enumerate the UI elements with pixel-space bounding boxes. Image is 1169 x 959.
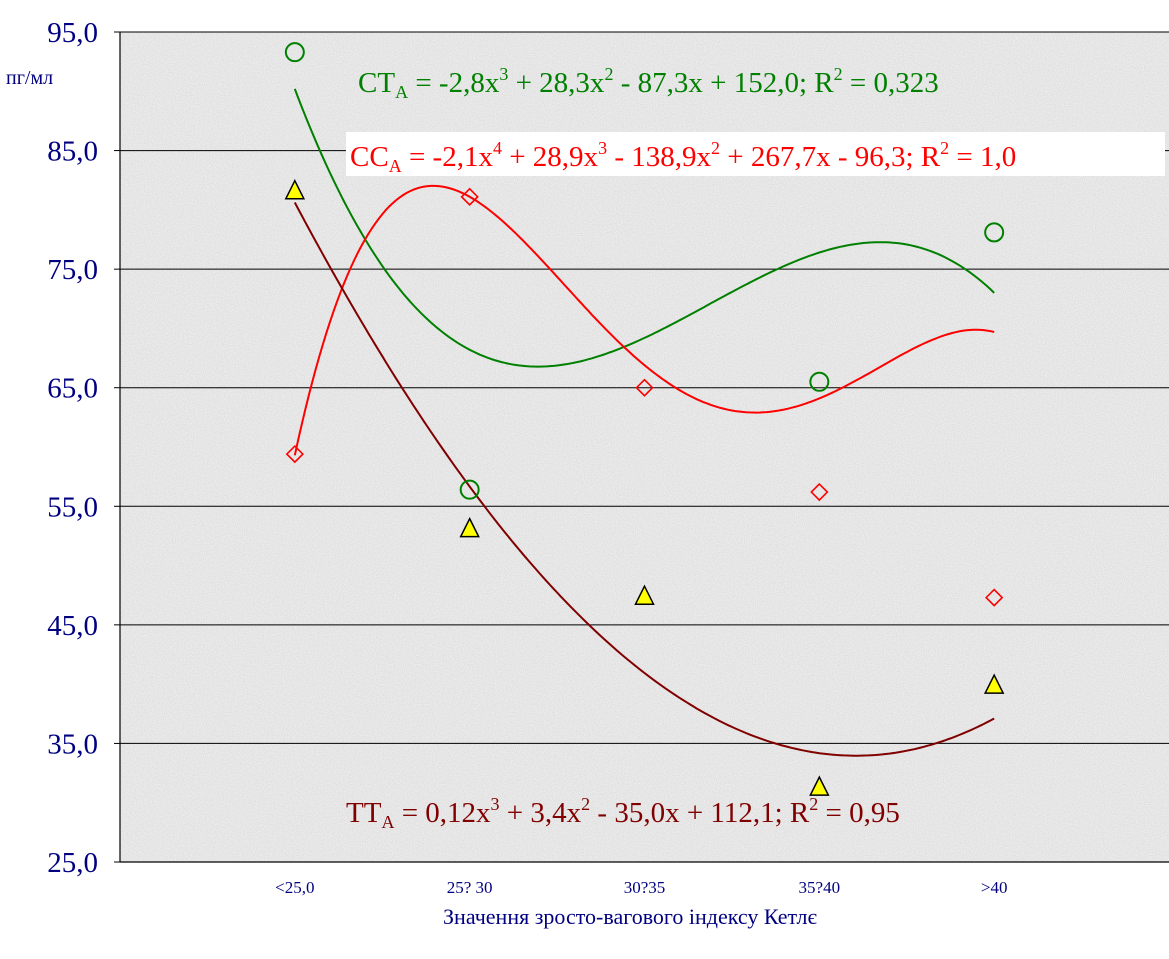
tt-point xyxy=(459,516,480,538)
tt-eq-part: - 35,0x + 112,1; R xyxy=(590,797,810,829)
tt-eq: TTA​ = 0,12x3​ + 3,4x2​ - 35,0x + 112,1;… xyxy=(346,794,900,832)
tt-point xyxy=(284,179,306,200)
ct-eq-part: 3 xyxy=(499,64,508,84)
cc-eq-part: 4 xyxy=(493,138,502,158)
y-tick-label: 95,0 xyxy=(47,17,98,49)
tt-trend-line xyxy=(293,202,995,757)
tt-eq-part: 3 xyxy=(491,794,500,814)
x-tick-label: 30?35 xyxy=(624,878,666,897)
ct-point xyxy=(809,371,830,392)
tt-point xyxy=(634,584,655,605)
ct-eq-part: 2 xyxy=(834,64,843,84)
y-tick-label: 35,0 xyxy=(47,728,98,760)
cc-eq-part: = -2,1x xyxy=(402,141,494,173)
x-tick-label: 35?40 xyxy=(799,878,841,897)
ct-eq-part: = -2,8x xyxy=(408,67,500,99)
ct-trend-line xyxy=(293,88,995,368)
ct-point xyxy=(984,222,1005,243)
cc-point xyxy=(985,588,1004,607)
tt-eq-part: = 0,95 xyxy=(818,797,900,829)
cc-trend-line xyxy=(293,184,995,456)
equation-annotations: CTA​ = -2,8x3​ + 28,3x2​ - 87,3x + 152,0… xyxy=(346,64,1165,832)
y-tick-label: 65,0 xyxy=(47,373,98,405)
ct-eq-part: A xyxy=(395,82,408,102)
axes xyxy=(114,31,1169,863)
cc-eq-part: CC xyxy=(350,141,389,173)
trend-lines xyxy=(293,88,995,757)
cc-eq-part: + 267,7x - 96,3; R xyxy=(720,141,941,173)
grid-lines xyxy=(120,31,1169,744)
cc-point xyxy=(460,187,479,206)
x-axis-label: Значення зросто-вагового індексу Кетлє xyxy=(443,904,817,929)
cc-eq-part: 2 xyxy=(711,138,720,158)
ct-eq-part: 2 xyxy=(604,64,613,84)
tt-eq-part: A xyxy=(381,812,394,832)
ct-eq-part: + 28,3x xyxy=(508,67,605,99)
tt-eq-part: TT xyxy=(346,797,382,829)
tt-eq-part: + 3,4x xyxy=(500,797,582,829)
ct-eq-part: CT xyxy=(358,67,395,99)
tt-eq-part: = 0,12x xyxy=(394,797,491,829)
y-unit-label: пг/мл xyxy=(6,67,53,89)
x-tick-labels: <25,0 25? 30 30?35 35?40 >40 xyxy=(275,878,1007,897)
y-tick-label: 75,0 xyxy=(47,254,98,286)
cc-eq: CCA​ = -2,1x4​ + 28,9x3​ - 138,9x2​ + 26… xyxy=(350,138,1016,176)
tt-point xyxy=(809,775,830,796)
ct-eq-part: - 87,3x + 152,0; R xyxy=(613,67,834,99)
tt-point xyxy=(983,673,1005,694)
cc-point xyxy=(635,378,654,397)
tt-eq-part: 2 xyxy=(809,794,818,814)
cc-point xyxy=(285,444,304,464)
ct-point xyxy=(459,479,480,500)
ct-eq: CTA​ = -2,8x3​ + 28,3x2​ - 87,3x + 152,0… xyxy=(358,64,939,102)
cc-eq-part: 2 xyxy=(940,138,949,158)
tt-eq-part: 2 xyxy=(581,794,590,814)
y-tick-label: 45,0 xyxy=(47,610,98,642)
x-tick-label: >40 xyxy=(981,878,1008,897)
cc-point xyxy=(810,482,829,502)
ct-eq-part: = 0,323 xyxy=(843,67,939,99)
cc-eq-background xyxy=(346,132,1165,176)
cc-eq-part: A xyxy=(389,156,402,176)
x-tick-label: <25,0 xyxy=(275,878,314,897)
y-tick-label: 25,0 xyxy=(47,847,98,879)
cc-eq-part: - 138,9x xyxy=(607,141,711,173)
y-tick-label: 55,0 xyxy=(47,491,98,523)
ct-point xyxy=(284,42,305,63)
cc-eq-part: + 28,9x xyxy=(502,141,599,173)
cc-eq-part: = 1,0 xyxy=(949,141,1016,173)
x-tick-label: 25? 30 xyxy=(447,878,493,897)
cc-eq-part: 3 xyxy=(598,138,607,158)
y-tick-labels: 95,0 85,0 75,0 65,0 55,0 45,0 35,0 25,0 xyxy=(47,17,98,879)
data-markers xyxy=(284,42,1005,796)
y-tick-label: 85,0 xyxy=(47,136,98,168)
